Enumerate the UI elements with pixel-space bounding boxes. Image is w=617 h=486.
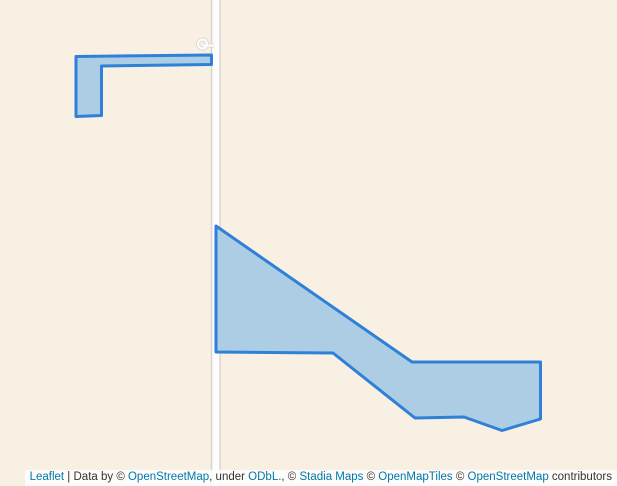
attribution-bar: Leaflet | Data by © OpenStreetMap, under…: [24, 469, 617, 486]
openstreetmap-contributors-link[interactable]: OpenStreetMap: [467, 470, 549, 483]
odbl-link[interactable]: ODbL.: [248, 470, 282, 483]
attribution-text-comma-copyright: , ©: [281, 470, 300, 483]
culdesac-loop-surface: [196, 38, 209, 50]
parcel-polygon-upper[interactable]: [74, 53, 213, 118]
attribution-text-copyright-1: ©: [363, 470, 379, 483]
openmaptiles-link[interactable]: OpenMapTiles: [378, 470, 453, 483]
stadia-maps-link[interactable]: Stadia Maps: [299, 470, 364, 483]
attribution-text-contributors: contributors: [548, 470, 612, 483]
openstreetmap-link[interactable]: OpenStreetMap: [127, 470, 210, 483]
attribution-text-under: , under: [209, 470, 249, 483]
parcel-polygon-lower[interactable]: [214, 224, 542, 432]
attribution-text-data-by: | Data by ©: [64, 470, 128, 483]
leaflet-link[interactable]: Leaflet: [29, 470, 65, 483]
attribution-text-copyright-2: ©: [452, 470, 468, 483]
